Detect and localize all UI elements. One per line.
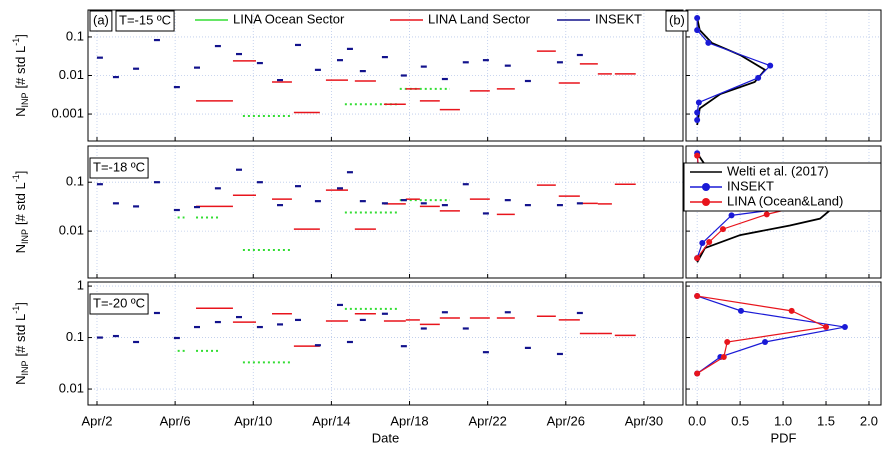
panel-annotation: (a): [93, 12, 109, 27]
pdf-marker: [788, 307, 795, 314]
y-label-sub: INP: [20, 92, 30, 107]
pdf-marker: [694, 255, 701, 262]
pdf-marker: [694, 15, 701, 22]
annotation-box: [89, 293, 149, 315]
x-tick-label: 0.5: [731, 413, 749, 428]
pdf-marker: [694, 117, 701, 124]
pdf-marker: [755, 74, 762, 81]
y-tick-label: 0.01: [59, 223, 84, 238]
pdf-line: [696, 295, 846, 375]
panel-annotation: (b): [669, 12, 685, 27]
pdf-marker: [762, 339, 769, 346]
pdf-marker: [724, 339, 731, 346]
y-label-sub: INP: [20, 360, 30, 375]
legend-label: LINA (Ocean&Land): [727, 193, 843, 208]
x-axis-label: Date: [372, 430, 399, 445]
y-tick-label: 0.1: [66, 329, 84, 344]
pdf-marker: [720, 353, 727, 360]
pdf-marker: [728, 212, 735, 219]
annotation-box: [665, 10, 689, 32]
x-tick-label: 2.0: [860, 413, 878, 428]
pdf-marker: [719, 226, 726, 233]
pdf-line: [696, 295, 829, 375]
x-axis-label: PDF: [771, 430, 797, 445]
pdf-marker: [763, 211, 770, 218]
legend-marker: [702, 198, 710, 206]
y-label-sub: INP: [20, 229, 30, 244]
y-tick-label: 0.001: [51, 105, 84, 120]
pdf-marker: [694, 109, 701, 116]
legend-label: INSEKT: [595, 11, 642, 26]
pdf-line: [696, 17, 767, 126]
y-label-main: N: [13, 375, 28, 384]
frame-layer: [87, 9, 882, 406]
y-label-main: N: [13, 244, 28, 253]
y-label-end: ]: [13, 302, 28, 306]
pdf-marker: [694, 370, 701, 377]
x-tick-label: Apr/18: [390, 413, 428, 428]
pdf-marker: [823, 324, 830, 331]
annotation-box: [89, 10, 113, 32]
pdf-marker: [699, 240, 706, 247]
x-tick-label: 1.0: [774, 413, 792, 428]
y-label-sup: -1: [11, 38, 21, 46]
legend-marker: [702, 183, 710, 191]
y-tick-label: 1: [77, 278, 84, 293]
pdf-marker: [767, 62, 774, 69]
panel-annotation: T=-15 ºC: [119, 12, 171, 27]
y-tick-label: 0.1: [66, 28, 84, 43]
y-axis-label: NINP [# std L-1]: [11, 171, 30, 254]
pdf-marker: [694, 152, 701, 159]
x-tick-label: Apr/6: [160, 413, 191, 428]
y-label-unit: [# std L: [13, 314, 28, 357]
legend-label: Welti et al. (2017): [727, 163, 829, 178]
plot-frame: [87, 145, 684, 279]
y-label-unit: [# std L: [13, 46, 28, 89]
y-label-main: N: [13, 107, 28, 116]
pdf-marker: [694, 293, 701, 300]
pdf-marker: [841, 324, 848, 331]
pdf-marker: [705, 39, 712, 46]
annotation-box: [89, 157, 149, 179]
y-label-sup: -1: [11, 306, 21, 314]
x-tick-label: Apr/14: [312, 413, 350, 428]
pdf-marker: [706, 238, 713, 245]
x-tick-label: 1.5: [817, 413, 835, 428]
x-tick-label: Apr/22: [469, 413, 507, 428]
y-axis-label: NINP [# std L-1]: [11, 34, 30, 117]
x-tick-label: 0.0: [688, 413, 706, 428]
legend-label: LINA Land Sector: [428, 11, 531, 26]
pdf-line: [696, 18, 772, 121]
y-tick-label: 0.01: [59, 67, 84, 82]
y-tick-label: 0.1: [66, 174, 84, 189]
legend-label: LINA Ocean Sector: [233, 11, 345, 26]
y-label-unit: [# std L: [13, 182, 28, 225]
y-label-end: ]: [13, 34, 28, 38]
plot-frame: [685, 9, 882, 142]
y-axis-label: NINP [# std L-1]: [11, 302, 30, 385]
pdf-marker: [737, 307, 744, 314]
plot-frame: [87, 9, 684, 142]
y-label-end: ]: [13, 171, 28, 175]
plot-frame: [87, 281, 684, 406]
panel-annotation: T=-20 ºC: [93, 295, 145, 310]
panel-annotation: T=-18 ºC: [93, 159, 145, 174]
pdf-marker: [695, 99, 702, 106]
y-tick-label: 0.01: [59, 380, 84, 395]
x-tick-label: Apr/10: [234, 413, 272, 428]
plot-frame: [685, 145, 882, 279]
legend-label: INSEKT: [727, 178, 774, 193]
plot-frame: [685, 281, 882, 406]
x-tick-label: Apr/2: [81, 413, 112, 428]
y-label-sup: -1: [11, 174, 21, 182]
x-tick-label: Apr/26: [547, 413, 585, 428]
x-tick-label: Apr/30: [625, 413, 663, 428]
annotation-box: [115, 10, 175, 32]
pdf-marker: [694, 27, 701, 34]
